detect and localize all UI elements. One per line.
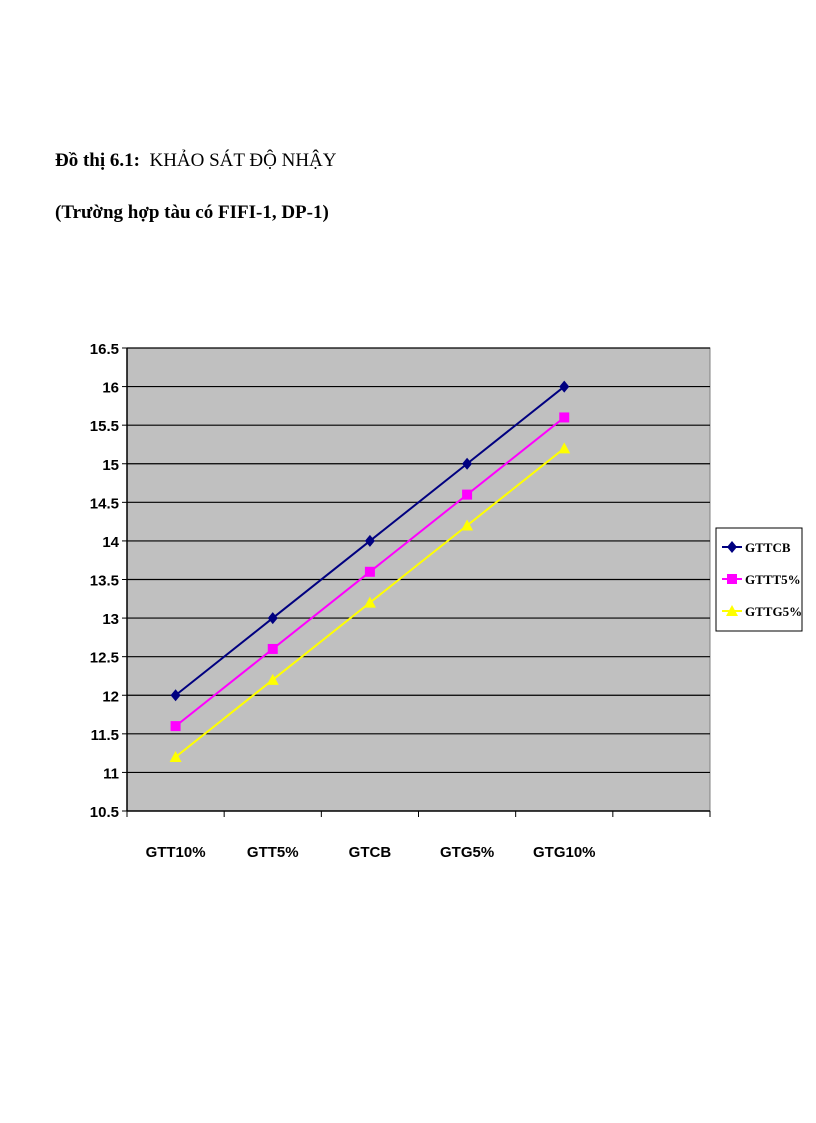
x-tick-label: GTG5% xyxy=(440,844,494,861)
data-point xyxy=(170,689,181,702)
x-tick-label: GTT5% xyxy=(247,844,299,861)
data-point xyxy=(267,643,278,654)
legend-label: GTTG5% xyxy=(745,604,802,619)
y-tick-label: 11.5 xyxy=(91,727,119,744)
chart-caption-line2: (Trường hợp tàu có FIFI-1, DP-1) xyxy=(55,202,329,223)
data-point xyxy=(363,596,376,608)
y-tick-label: 15 xyxy=(102,457,119,474)
data-point xyxy=(364,566,375,577)
legend-label: GTTCB xyxy=(745,540,791,555)
data-point xyxy=(169,750,182,762)
y-tick-label: 11 xyxy=(103,765,119,782)
data-point xyxy=(461,519,474,531)
y-tick-label: 15.5 xyxy=(90,418,119,435)
y-tick-label: 10.5 xyxy=(90,804,119,821)
legend-marker xyxy=(726,605,738,616)
y-tick-label: 13.5 xyxy=(90,573,119,590)
legend-marker xyxy=(727,574,737,584)
series-2 xyxy=(169,442,571,762)
y-tick-label: 12 xyxy=(102,688,119,705)
data-point xyxy=(266,673,279,685)
series-0 xyxy=(170,380,570,702)
y-tick-label: 13 xyxy=(102,611,119,628)
data-point xyxy=(462,457,473,470)
data-point xyxy=(559,412,570,423)
caption-title: KHẢO SÁT ĐỘ NHẬY xyxy=(149,150,337,171)
data-point xyxy=(364,534,375,547)
x-tick-label: GTT10% xyxy=(146,844,206,861)
y-tick-label: 16.5 xyxy=(90,341,119,358)
data-point xyxy=(462,489,473,500)
data-point xyxy=(267,612,278,625)
y-tick-label: 12.5 xyxy=(90,650,119,667)
y-tick-label: 14.5 xyxy=(90,495,119,512)
legend-label: GTTT5% xyxy=(745,572,801,587)
y-tick-label: 16 xyxy=(102,380,119,397)
data-point xyxy=(170,721,181,732)
chart-caption-line1: Đồ thị 6.1: KHẢO SÁT ĐỘ NHẬY xyxy=(55,150,337,172)
x-tick-label: GTCB xyxy=(349,844,392,861)
data-point xyxy=(559,380,570,393)
y-tick-label: 14 xyxy=(102,534,119,551)
legend-marker xyxy=(727,541,737,553)
data-point xyxy=(558,442,571,454)
legend: GTTCB GTTT5% GTTG5% xyxy=(715,527,803,632)
caption-label: Đồ thị 6.1: xyxy=(55,150,140,171)
x-tick-label: GTG10% xyxy=(533,844,596,861)
series-1 xyxy=(170,412,570,732)
